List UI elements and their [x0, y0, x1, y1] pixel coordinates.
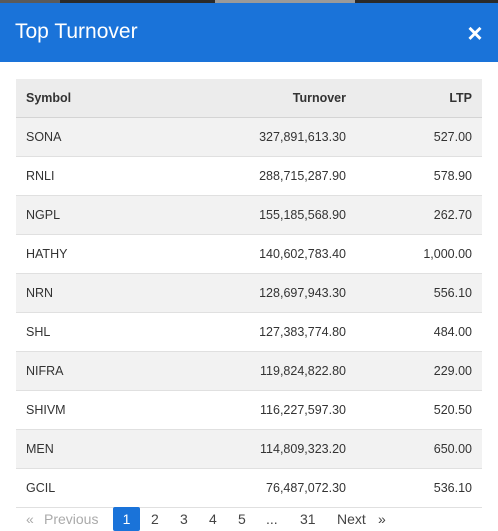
cell-turnover: 119,824,822.80 [156, 351, 356, 391]
cell-ltp: 650.00 [356, 429, 482, 469]
cell-symbol: NGPL [16, 195, 156, 235]
cell-symbol: GCIL [16, 468, 156, 508]
cell-ltp: 578.90 [356, 156, 482, 196]
cell-ltp: 527.00 [356, 117, 482, 157]
modal-title: Top Turnover [15, 20, 138, 43]
page-5-button[interactable]: 5 [238, 511, 246, 527]
page-31-button[interactable]: 31 [300, 511, 316, 527]
cell-symbol: SONA [16, 117, 156, 157]
background-window-strip [0, 0, 498, 5]
page-2-button[interactable]: 2 [151, 511, 159, 527]
cell-turnover: 127,383,774.80 [156, 312, 356, 352]
column-header-turnover[interactable]: Turnover [156, 79, 356, 118]
table-header-row: Symbol Turnover LTP [16, 79, 482, 118]
next-arrow-icon[interactable]: » [378, 511, 386, 527]
pagination: « Previous 1 2 3 4 5 ... 31 Next » [16, 507, 482, 531]
table-row[interactable]: SHL 127,383,774.80 484.00 [16, 312, 482, 352]
page-1-button[interactable]: 1 [113, 507, 140, 531]
pagination-ellipsis: ... [266, 511, 278, 527]
turnover-table-container: Symbol Turnover LTP SONA 327,891,613.30 … [16, 79, 482, 508]
cell-symbol: SHL [16, 312, 156, 352]
column-header-symbol[interactable]: Symbol [16, 79, 156, 118]
table-row[interactable]: NRN 128,697,943.30 556.10 [16, 273, 482, 313]
table-row[interactable]: NGPL 155,185,568.90 262.70 [16, 195, 482, 235]
table-row[interactable]: NIFRA 119,824,822.80 229.00 [16, 351, 482, 391]
table-row[interactable]: GCIL 76,487,072.30 536.10 [16, 468, 482, 508]
table-row[interactable]: HATHY 140,602,783.40 1,000.00 [16, 234, 482, 274]
cell-ltp: 556.10 [356, 273, 482, 313]
page-4-button[interactable]: 4 [209, 511, 217, 527]
cell-symbol: HATHY [16, 234, 156, 274]
cell-ltp: 1,000.00 [356, 234, 482, 274]
cell-ltp: 520.50 [356, 390, 482, 430]
close-icon[interactable]: × [467, 18, 483, 48]
cell-symbol: SHIVM [16, 390, 156, 430]
next-button[interactable]: Next [337, 511, 366, 527]
cell-ltp: 262.70 [356, 195, 482, 235]
background-strip-left [0, 0, 60, 5]
cell-turnover: 114,809,323.20 [156, 429, 356, 469]
cell-symbol: NRN [16, 273, 156, 313]
table-row[interactable]: MEN 114,809,323.20 650.00 [16, 429, 482, 469]
previous-arrow-icon: « [26, 511, 34, 527]
background-strip-mid [215, 0, 355, 5]
cell-symbol: RNLI [16, 156, 156, 196]
cell-turnover: 155,185,568.90 [156, 195, 356, 235]
cell-ltp: 536.10 [356, 468, 482, 508]
cell-turnover: 288,715,287.90 [156, 156, 356, 196]
cell-symbol: NIFRA [16, 351, 156, 391]
previous-button[interactable]: Previous [44, 511, 99, 527]
cell-turnover: 76,487,072.30 [156, 468, 356, 508]
cell-ltp: 229.00 [356, 351, 482, 391]
cell-turnover: 116,227,597.30 [156, 390, 356, 430]
cell-turnover: 140,602,783.40 [156, 234, 356, 274]
cell-ltp: 484.00 [356, 312, 482, 352]
column-header-ltp[interactable]: LTP [356, 79, 482, 118]
cell-symbol: MEN [16, 429, 156, 469]
turnover-table: Symbol Turnover LTP SONA 327,891,613.30 … [16, 79, 482, 508]
cell-turnover: 327,891,613.30 [156, 117, 356, 157]
table-row[interactable]: SHIVM 116,227,597.30 520.50 [16, 390, 482, 430]
table-row[interactable]: SONA 327,891,613.30 527.00 [16, 117, 482, 157]
modal-header: Top Turnover × [0, 3, 498, 62]
cell-turnover: 128,697,943.30 [156, 273, 356, 313]
page-3-button[interactable]: 3 [180, 511, 188, 527]
table-row[interactable]: RNLI 288,715,287.90 578.90 [16, 156, 482, 196]
